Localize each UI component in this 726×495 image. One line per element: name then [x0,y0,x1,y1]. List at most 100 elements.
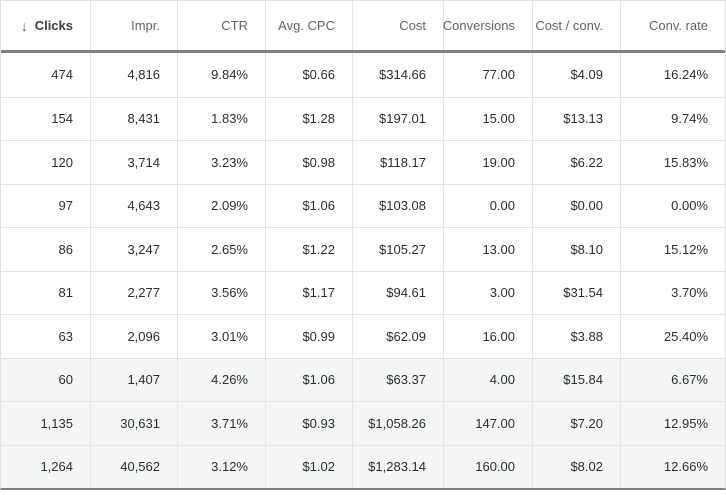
column-header-label: Cost [399,18,426,33]
cell-conv-rate: 9.74% [671,111,708,127]
column-header-conv-rate[interactable]: Conv. rate [621,1,725,50]
cell-cost-per-conv: $13.13 [533,97,621,140]
cell-conversions: 3.00 [444,271,533,314]
cell-clicks: 63 [1,315,91,358]
cell-clicks: 60 [1,358,91,401]
cell-impressions: 1,407 [91,358,178,401]
cell-cost: $118.17 [353,141,444,184]
table-row: 60 1,407 4.26% $1.06 $63.37 4.00 $15.84 … [1,357,725,401]
cell-conv-rate: 25.40% [663,328,708,344]
table-row: 63 2,096 3.01% $0.99 $62.09 16.00 $3.88 … [1,314,725,358]
cell-ctr: 9.84% [178,53,266,97]
cell-cost: $103.08 [353,184,444,227]
table-row: 1,264 40,562 3.12% $1.02 $1,283.14 160.0… [1,444,725,488]
cell-cost-per-conv: $15.84 [533,358,621,401]
cell-avg-cpc: $1.22 [266,228,353,271]
cell-cost-per-conv: $7.20 [533,402,621,445]
cell-ctr: 2.65% [178,228,266,271]
cell-avg-cpc: $0.93 [266,402,353,445]
column-header-label: Clicks [34,18,73,33]
cell-conv-rate: 0.00% [671,198,708,214]
column-header-impressions[interactable]: Impr. [91,1,178,50]
cell-avg-cpc: $1.02 [266,445,353,488]
cell-ctr: 2.09% [178,184,266,227]
column-header-label: Conversions [442,18,515,33]
cell-cost-per-conv: $4.09 [533,53,621,97]
cell-impressions: 8,431 [91,97,178,140]
column-header-cost[interactable]: Cost [353,1,444,50]
cell-conv-rate: 3.70% [671,285,708,301]
cell-conv-rate: 16.24% [663,67,708,83]
cell-clicks: 86 [1,228,91,271]
cell-ctr: 3.12% [178,445,266,488]
table-body: 474 4,816 9.84% $0.66 $314.66 77.00 $4.0… [1,53,725,488]
cell-cost: $105.27 [353,228,444,271]
table-row: 1,135 30,631 3.71% $0.93 $1,058.26 147.0… [1,401,725,445]
cell-impressions: 4,816 [91,53,178,97]
sort-descending-icon: ↓ [20,17,28,34]
cell-cost-per-conv: $8.02 [533,445,621,488]
cell-impressions: 3,714 [91,141,178,184]
cell-impressions: 40,562 [91,445,178,488]
table-row: 120 3,714 3.23% $0.98 $118.17 19.00 $6.2… [1,140,725,184]
cell-clicks: 1,135 [1,402,91,445]
cell-impressions: 2,096 [91,315,178,358]
column-header-label: Impr. [131,18,160,33]
cell-cost-per-conv: $6.22 [533,141,621,184]
cell-conversions: 4.00 [444,358,533,401]
cell-ctr: 3.23% [178,141,266,184]
cell-conversions: 19.00 [444,141,533,184]
table-header-row: ↓ Clicks Impr. CTR Avg. CPC Cost Convers… [1,1,725,53]
cell-clicks: 154 [1,97,91,140]
cell-ctr: 4.26% [178,358,266,401]
cell-conv-rate: 15.83% [663,154,708,170]
cell-cost: $63.37 [353,358,444,401]
cell-avg-cpc: $0.66 [266,53,353,97]
cell-conv-rate: 12.66% [663,459,708,475]
cell-cost-per-conv: $0.00 [533,184,621,227]
table-row: 97 4,643 2.09% $1.06 $103.08 0.00 $0.00 … [1,183,725,227]
cell-cost: $314.66 [353,53,444,97]
column-header-label: Avg. CPC [278,18,335,33]
cell-conv-rate: 12.95% [663,415,708,431]
column-header-label: CTR [221,18,248,33]
cell-conversions: 13.00 [444,228,533,271]
table-row: 154 8,431 1.83% $1.28 $197.01 15.00 $13.… [1,96,725,140]
cell-avg-cpc: $1.17 [266,271,353,314]
column-header-ctr[interactable]: CTR [178,1,266,50]
cell-avg-cpc: $1.28 [266,97,353,140]
cell-cost: $1,283.14 [353,445,444,488]
cell-ctr: 3.71% [178,402,266,445]
column-header-cost-per-conv[interactable]: Cost / conv. [533,1,621,50]
column-header-clicks[interactable]: ↓ Clicks [1,1,91,50]
cell-conv-rate: 15.12% [663,241,708,257]
column-header-avg-cpc[interactable]: Avg. CPC [266,1,353,50]
cell-ctr: 1.83% [178,97,266,140]
cell-conversions: 16.00 [444,315,533,358]
cell-cost: $197.01 [353,97,444,140]
cell-cost: $1,058.26 [353,402,444,445]
cell-conversions: 160.00 [444,445,533,488]
cell-impressions: 2,277 [91,271,178,314]
cell-clicks: 81 [1,271,91,314]
cell-clicks: 120 [1,141,91,184]
cell-cost: $62.09 [353,315,444,358]
cell-conversions: 0.00 [444,184,533,227]
cell-conversions: 15.00 [444,97,533,140]
cell-cost-per-conv: $3.88 [533,315,621,358]
cell-cost-per-conv: $8.10 [533,228,621,271]
cell-avg-cpc: $1.06 [266,184,353,227]
table-row: 86 3,247 2.65% $1.22 $105.27 13.00 $8.10… [1,227,725,271]
cell-conversions: 147.00 [444,402,533,445]
cell-ctr: 3.01% [178,315,266,358]
column-header-label: Cost / conv. [535,18,603,33]
column-header-conversions[interactable]: Conversions [442,1,533,50]
cell-clicks: 97 [1,184,91,227]
cell-conversions: 77.00 [444,53,533,97]
cell-conv-rate: 6.67% [671,372,708,388]
cell-clicks: 1,264 [1,445,91,488]
cell-impressions: 4,643 [91,184,178,227]
cell-avg-cpc: $1.06 [266,358,353,401]
